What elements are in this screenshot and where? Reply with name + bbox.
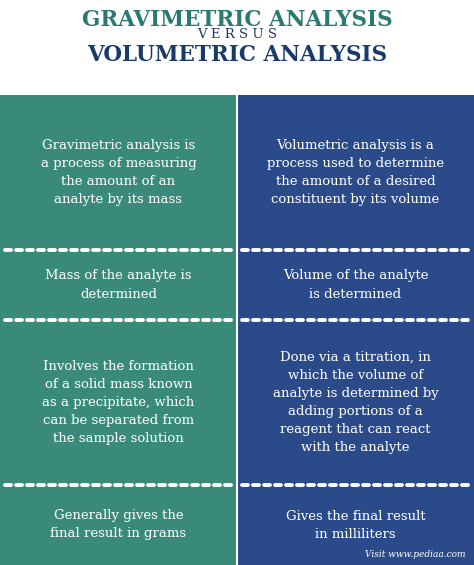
Text: Involves the formation
of a solid mass known
as a precipitate, which
can be sepa: Involves the formation of a solid mass k…: [42, 360, 195, 445]
Bar: [0, 250, 237, 320]
Bar: [237, 95, 474, 250]
Bar: [0, 0, 474, 95]
Text: GRAVIMETRIC ANALYSIS: GRAVIMETRIC ANALYSIS: [82, 9, 392, 31]
Bar: [237, 320, 474, 485]
Text: VOLUMETRIC ANALYSIS: VOLUMETRIC ANALYSIS: [87, 44, 387, 66]
Bar: [0, 95, 237, 250]
Bar: [0, 485, 237, 565]
Text: Done via a titration, in
which the volume of
analyte is determined by
adding por: Done via a titration, in which the volum…: [273, 351, 438, 454]
Text: Gravimetric analysis is
a process of measuring
the amount of an
analyte by its m: Gravimetric analysis is a process of mea…: [41, 139, 196, 206]
Text: Visit www.pediaa.com: Visit www.pediaa.com: [365, 550, 466, 559]
Text: Mass of the analyte is
determined: Mass of the analyte is determined: [45, 270, 192, 301]
Text: Volumetric analysis is a
process used to determine
the amount of a desired
const: Volumetric analysis is a process used to…: [267, 139, 444, 206]
Text: Generally gives the
final result in grams: Generally gives the final result in gram…: [50, 510, 187, 541]
Bar: [237, 250, 474, 320]
Bar: [237, 485, 474, 565]
Text: Volume of the analyte
is determined: Volume of the analyte is determined: [283, 270, 428, 301]
Text: Gives the final result
in milliliters: Gives the final result in milliliters: [286, 510, 425, 541]
Bar: [0, 320, 237, 485]
Text: V E R S U S: V E R S U S: [197, 28, 277, 41]
